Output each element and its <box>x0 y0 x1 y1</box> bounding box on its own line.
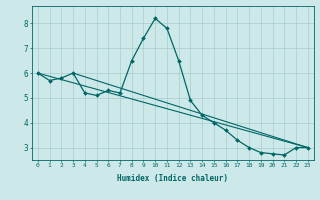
X-axis label: Humidex (Indice chaleur): Humidex (Indice chaleur) <box>117 174 228 183</box>
